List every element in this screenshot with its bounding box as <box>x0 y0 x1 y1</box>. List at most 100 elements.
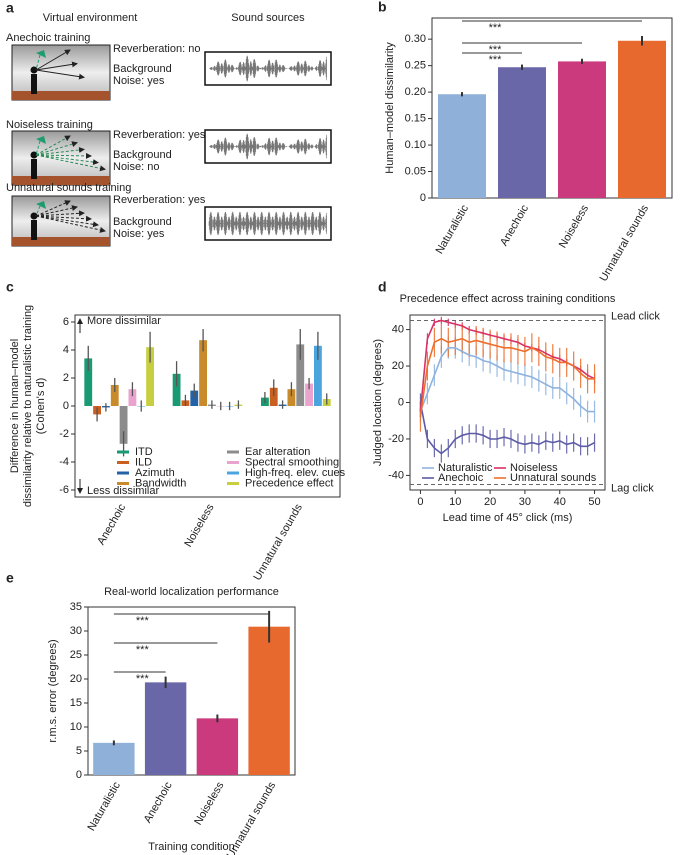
background: Background <box>113 149 172 161</box>
x-tick-label: 40 <box>554 496 566 508</box>
room-floor <box>12 237 110 246</box>
reverberation: Reverberation: yes <box>113 194 206 206</box>
bar <box>269 387 278 406</box>
y-tick-label: 0.15 <box>405 112 426 124</box>
y-axis-label: r.m.s. error (degrees) <box>47 639 59 742</box>
legend-label: Naturalistic <box>438 462 493 474</box>
legend-swatch <box>117 471 129 475</box>
arrow <box>35 154 106 172</box>
legend-swatch <box>227 482 239 485</box>
bar <box>196 718 239 775</box>
noise: Noise: yes <box>113 228 165 240</box>
column-header: Sound sources <box>231 12 305 24</box>
legend-label: Spectral smoothing <box>245 456 339 468</box>
annotation: Less dissimilar <box>87 485 159 497</box>
arrow <box>35 200 71 217</box>
legend-swatch <box>227 471 239 475</box>
legend-label: Noiseless <box>510 462 558 474</box>
bar <box>314 345 322 406</box>
panel-label: a <box>6 0 14 16</box>
bar <box>146 347 154 406</box>
x-tick-label: 10 <box>449 496 461 508</box>
bar <box>144 682 187 775</box>
arrow <box>35 61 78 71</box>
bar <box>199 340 207 406</box>
y-tick-label: 15 <box>70 697 82 709</box>
bar <box>558 61 606 198</box>
legend-swatch <box>117 482 129 485</box>
bar <box>498 67 546 198</box>
bar <box>287 389 296 406</box>
x-tick-label: Unnatural sounds <box>251 502 305 583</box>
legend-label: Anechoic <box>438 472 484 484</box>
listener-body <box>31 74 37 94</box>
room <box>11 195 111 247</box>
row-title: Noiseless training <box>6 119 93 131</box>
chart-title: Real-world localization performance <box>104 586 279 598</box>
reference-label: Lead click <box>611 310 660 322</box>
y-tick-label: 0 <box>63 400 69 412</box>
y-axis-label: Difference in human–model <box>9 339 21 473</box>
x-axis-label: Lead time of 45° click (ms) <box>443 512 573 524</box>
significance-label: *** <box>489 22 503 34</box>
sound-path <box>35 205 41 217</box>
waveform <box>208 211 327 236</box>
x-tick-label: 30 <box>519 496 531 508</box>
x-tick-label: Anechoic <box>95 502 128 548</box>
y-axis-label: Judged location (degrees) <box>372 339 384 466</box>
x-tick-label: Anechoic <box>142 780 175 826</box>
legend-label: Azimuth <box>135 467 175 479</box>
legend-swatch <box>117 461 129 464</box>
reverberation: Reverberation: yes <box>113 129 206 141</box>
bar <box>93 742 135 775</box>
noise: Noise: yes <box>113 75 165 87</box>
y-tick-label: 25 <box>70 649 82 661</box>
y-tick-label: 0.20 <box>405 86 426 98</box>
listener-body <box>31 220 37 240</box>
series-line <box>419 402 595 455</box>
plot-frame <box>87 606 296 776</box>
y-tick-label: 0 <box>420 192 426 204</box>
arrow <box>35 146 85 156</box>
y-tick-label: 0.30 <box>405 33 426 45</box>
y-tick-label: -6 <box>59 484 69 496</box>
x-tick-label: 0 <box>417 496 423 508</box>
legend-label: Bandwidth <box>135 477 186 489</box>
x-tick-label: 20 <box>484 496 496 508</box>
series-line <box>419 337 595 418</box>
x-tick-label: Noiseless <box>557 203 591 251</box>
room-walls <box>11 44 111 101</box>
legend-label: ILD <box>135 456 152 468</box>
y-tick-label: 40 <box>392 323 404 335</box>
x-tick-label: Noiseless <box>192 780 226 828</box>
speaker <box>36 136 46 144</box>
bar <box>128 389 137 406</box>
speaker <box>36 201 46 209</box>
listener-head <box>30 151 38 159</box>
y-tick-label: 2 <box>63 372 69 384</box>
column-header: Virtual environment <box>43 12 138 24</box>
legend-label: Ear alteration <box>245 446 310 458</box>
background: Background <box>113 63 172 75</box>
arrow <box>35 205 78 217</box>
y-tick-label: -20 <box>388 433 404 445</box>
y-tick-label: 0.10 <box>405 139 426 151</box>
listener-head <box>30 212 38 220</box>
y-axis-label: (Cohen's d) <box>35 378 47 435</box>
bar <box>438 94 486 198</box>
y-tick-label: 35 <box>70 601 82 613</box>
x-tick-label: Anechoic <box>498 203 531 249</box>
legend-swatch <box>227 461 239 464</box>
legend-swatch <box>117 450 129 454</box>
y-tick-label: 0 <box>76 769 82 781</box>
bar <box>172 373 181 406</box>
arrow <box>35 210 85 217</box>
legend-label: ITD <box>135 446 153 458</box>
reverberation: Reverberation: no <box>113 43 200 55</box>
y-tick-label: -4 <box>59 456 69 468</box>
room-floor <box>12 176 110 185</box>
legend-label: Unnatural sounds <box>510 472 597 484</box>
bar <box>296 344 305 406</box>
arrow <box>35 215 99 228</box>
